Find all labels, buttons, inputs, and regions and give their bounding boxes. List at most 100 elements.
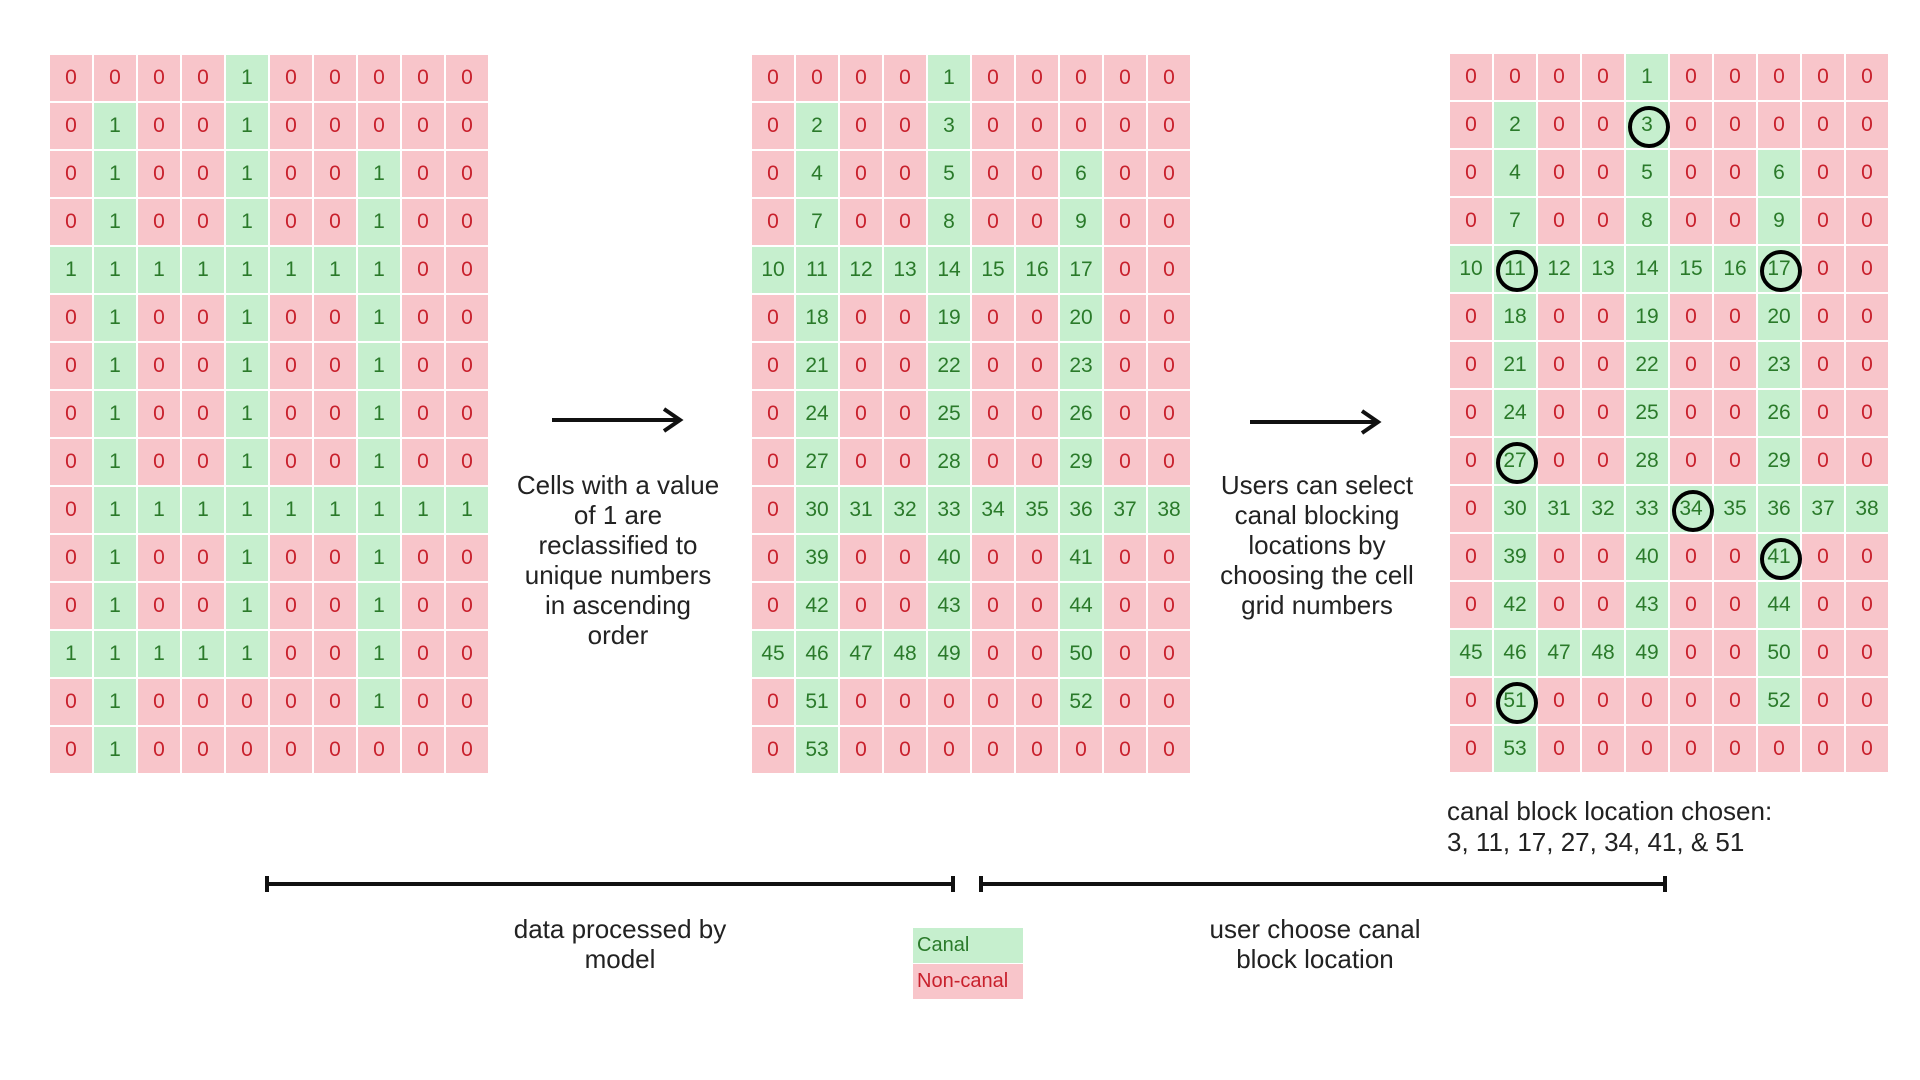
- selected-grid-cell[interactable]: 3: [1626, 102, 1670, 150]
- grid-cell[interactable]: 25: [1626, 390, 1670, 438]
- selected-grid-cell[interactable]: 41: [1758, 534, 1802, 582]
- grid-cell[interactable]: 0: [1582, 582, 1626, 630]
- selected-grid-cell[interactable]: 11: [1494, 246, 1538, 294]
- grid-cell[interactable]: 0: [1582, 678, 1626, 726]
- grid-cell[interactable]: 0: [1758, 54, 1802, 102]
- grid-cell[interactable]: 24: [1494, 390, 1538, 438]
- grid-cell[interactable]: 0: [1714, 150, 1758, 198]
- grid-cell[interactable]: 32: [1582, 486, 1626, 534]
- grid-cell[interactable]: 0: [1538, 342, 1582, 390]
- grid-cell[interactable]: 0: [1802, 246, 1846, 294]
- grid-cell[interactable]: 0: [1802, 294, 1846, 342]
- grid-cell[interactable]: 0: [1582, 198, 1626, 246]
- grid-cell[interactable]: 31: [1538, 486, 1582, 534]
- selected-grid-cell[interactable]: 34: [1670, 486, 1714, 534]
- grid-cell[interactable]: 36: [1758, 486, 1802, 534]
- grid-cell[interactable]: 0: [1670, 438, 1714, 486]
- grid-cell[interactable]: 46: [1494, 630, 1538, 678]
- grid-cell[interactable]: 29: [1758, 438, 1802, 486]
- selected-grid-cell[interactable]: 51: [1494, 678, 1538, 726]
- grid-cell[interactable]: 0: [1802, 198, 1846, 246]
- grid-cell[interactable]: 38: [1846, 486, 1890, 534]
- grid-cell[interactable]: 0: [1450, 534, 1494, 582]
- grid-cell[interactable]: 0: [1802, 630, 1846, 678]
- grid-cell[interactable]: 0: [1670, 678, 1714, 726]
- grid-cell[interactable]: 0: [1538, 582, 1582, 630]
- grid-cell[interactable]: 26: [1758, 390, 1802, 438]
- grid-cell[interactable]: 0: [1802, 54, 1846, 102]
- grid-cell[interactable]: 0: [1846, 342, 1890, 390]
- grid-cell[interactable]: 45: [1450, 630, 1494, 678]
- grid-cell[interactable]: 0: [1802, 102, 1846, 150]
- grid-cell[interactable]: 0: [1802, 150, 1846, 198]
- grid-cell[interactable]: 0: [1538, 726, 1582, 774]
- grid-cell[interactable]: 0: [1670, 54, 1714, 102]
- grid-cell[interactable]: 0: [1714, 726, 1758, 774]
- grid-cell[interactable]: 49: [1626, 630, 1670, 678]
- grid-cell[interactable]: 0: [1670, 150, 1714, 198]
- grid-cell[interactable]: 0: [1846, 534, 1890, 582]
- grid-cell[interactable]: 5: [1626, 150, 1670, 198]
- grid-cell[interactable]: 0: [1450, 582, 1494, 630]
- grid-cell[interactable]: 0: [1670, 102, 1714, 150]
- grid-cell[interactable]: 0: [1846, 294, 1890, 342]
- grid-cell[interactable]: 0: [1538, 294, 1582, 342]
- grid-cell[interactable]: 0: [1538, 438, 1582, 486]
- grid-cell[interactable]: 47: [1538, 630, 1582, 678]
- grid-cell[interactable]: 0: [1450, 678, 1494, 726]
- grid-cell[interactable]: 0: [1670, 534, 1714, 582]
- grid-cell[interactable]: 0: [1582, 102, 1626, 150]
- grid-cell[interactable]: 19: [1626, 294, 1670, 342]
- grid-cell[interactable]: 4: [1494, 150, 1538, 198]
- grid-cell[interactable]: 0: [1670, 342, 1714, 390]
- grid-cell[interactable]: 13: [1582, 246, 1626, 294]
- grid-cell[interactable]: 0: [1538, 534, 1582, 582]
- grid-cell[interactable]: 23: [1758, 342, 1802, 390]
- grid-cell[interactable]: 16: [1714, 246, 1758, 294]
- grid-cell[interactable]: 0: [1450, 486, 1494, 534]
- grid-cell[interactable]: 0: [1802, 534, 1846, 582]
- grid-cell[interactable]: 10: [1450, 246, 1494, 294]
- grid-cell[interactable]: 0: [1582, 726, 1626, 774]
- grid-cell[interactable]: 0: [1670, 582, 1714, 630]
- grid-cell[interactable]: 52: [1758, 678, 1802, 726]
- grid-cell[interactable]: 0: [1450, 150, 1494, 198]
- grid-cell[interactable]: 0: [1846, 198, 1890, 246]
- grid-cell[interactable]: 39: [1494, 534, 1538, 582]
- grid-cell[interactable]: 0: [1846, 54, 1890, 102]
- grid-cell[interactable]: 0: [1846, 390, 1890, 438]
- grid-cell[interactable]: 12: [1538, 246, 1582, 294]
- grid-cell[interactable]: 0: [1846, 582, 1890, 630]
- grid-cell[interactable]: 0: [1538, 198, 1582, 246]
- selected-grid-cell[interactable]: 27: [1494, 438, 1538, 486]
- grid-cell[interactable]: 0: [1846, 246, 1890, 294]
- grid-cell[interactable]: 0: [1670, 630, 1714, 678]
- grid-cell[interactable]: 0: [1538, 102, 1582, 150]
- grid-cell[interactable]: 7: [1494, 198, 1538, 246]
- grid-cell[interactable]: 28: [1626, 438, 1670, 486]
- grid-cell[interactable]: 0: [1758, 102, 1802, 150]
- grid-cell[interactable]: 0: [1582, 534, 1626, 582]
- grid-cell[interactable]: 42: [1494, 582, 1538, 630]
- grid-cell[interactable]: 0: [1582, 54, 1626, 102]
- grid-cell[interactable]: 9: [1758, 198, 1802, 246]
- grid-cell[interactable]: 0: [1846, 678, 1890, 726]
- grid-cell[interactable]: 0: [1714, 534, 1758, 582]
- grid-cell[interactable]: 0: [1714, 438, 1758, 486]
- grid-cell[interactable]: 0: [1538, 150, 1582, 198]
- grid-cell[interactable]: 0: [1670, 198, 1714, 246]
- grid-cell[interactable]: 0: [1846, 726, 1890, 774]
- grid-cell[interactable]: 0: [1714, 630, 1758, 678]
- grid-cell[interactable]: 22: [1626, 342, 1670, 390]
- grid-cell[interactable]: 0: [1450, 198, 1494, 246]
- grid-cell[interactable]: 48: [1582, 630, 1626, 678]
- grid-cell[interactable]: 0: [1450, 342, 1494, 390]
- grid-cell[interactable]: 2: [1494, 102, 1538, 150]
- grid-cell[interactable]: 0: [1846, 102, 1890, 150]
- grid-cell[interactable]: 0: [1714, 390, 1758, 438]
- grid-cell[interactable]: 0: [1714, 294, 1758, 342]
- grid-cell[interactable]: 15: [1670, 246, 1714, 294]
- grid-cell[interactable]: 44: [1758, 582, 1802, 630]
- grid-cell[interactable]: 0: [1626, 678, 1670, 726]
- selected-grid-cell[interactable]: 17: [1758, 246, 1802, 294]
